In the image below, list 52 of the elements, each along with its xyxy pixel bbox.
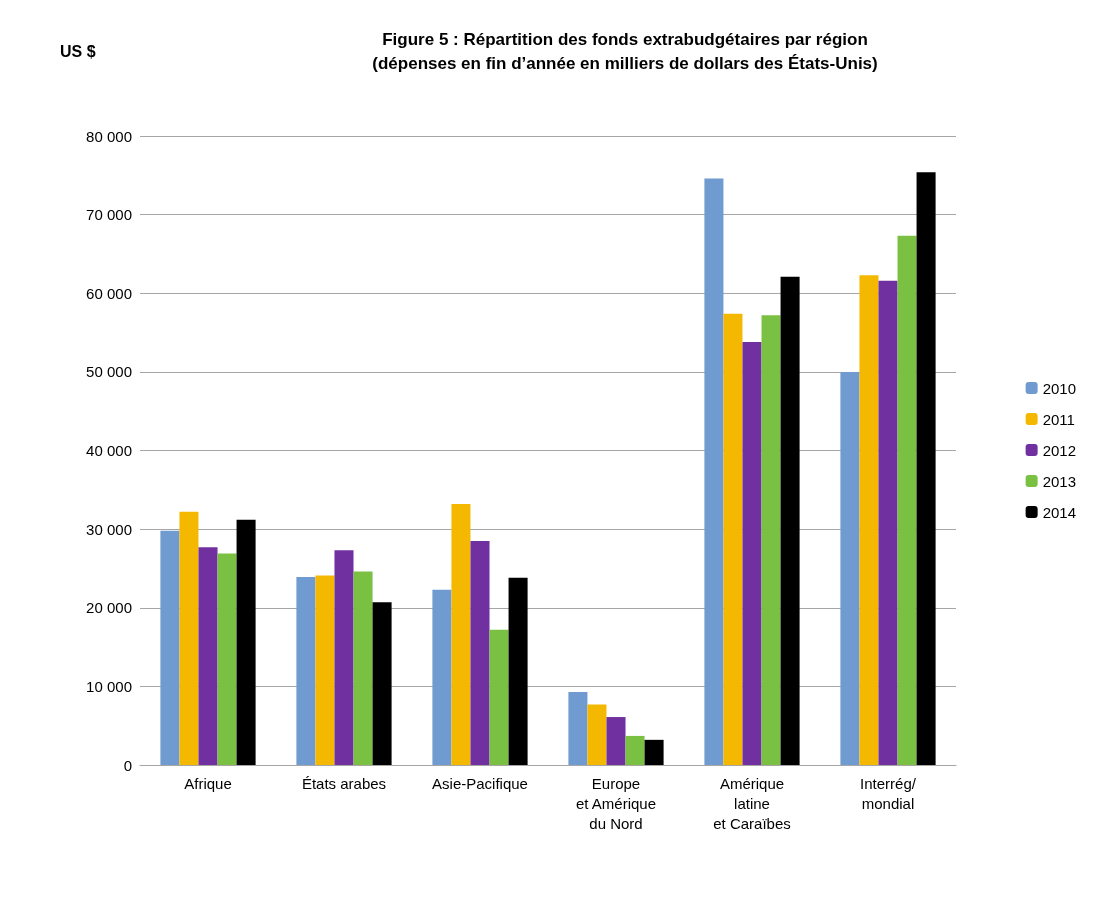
y-tick-label: 20 000: [86, 599, 132, 617]
bar: [840, 371, 860, 765]
bar: [179, 511, 199, 765]
bar: [704, 178, 724, 765]
y-axis-title: US $: [60, 42, 96, 60]
bar: [723, 313, 743, 765]
bar: [315, 575, 335, 765]
bar: [916, 172, 936, 765]
bar: [878, 280, 898, 765]
bar: [587, 704, 607, 765]
chart-title: Figure 5 : Répartition des fonds extrabudgétaires par région (dépenses en fin d’année en milliers de dollars des États-Unis): [372, 29, 878, 73]
y-tick-label: 50 000: [86, 363, 132, 381]
bar: [451, 503, 471, 765]
bar: [625, 735, 645, 765]
bar: [334, 550, 354, 765]
x-tick-label: États arabes: [301, 774, 387, 792]
bar: [198, 547, 218, 765]
y-tick-label: 0: [123, 756, 132, 774]
bar: [372, 602, 392, 765]
bar: [296, 577, 316, 765]
x-tick-label: Afrique: [184, 774, 232, 792]
bar: [236, 519, 256, 765]
y-tick-label: 70 000: [86, 206, 132, 224]
bar: [859, 275, 879, 765]
bar: [470, 540, 490, 765]
bar: [742, 342, 762, 765]
bar: [217, 553, 237, 765]
legend-label: 2010: [1042, 379, 1077, 397]
y-tick-label: 80 000: [86, 127, 132, 145]
bar: [568, 691, 588, 765]
bar: [780, 276, 800, 765]
bar: [432, 589, 452, 765]
legend-label: 2012: [1042, 441, 1077, 459]
bar: [761, 315, 781, 765]
legend-label: 2013: [1042, 472, 1077, 490]
bar: [897, 235, 917, 765]
x-tick-label: Asie-Pacifique: [432, 774, 528, 792]
bar: [489, 629, 509, 765]
legend-label: 2014: [1042, 503, 1077, 521]
y-tick-label: 60 000: [86, 284, 132, 302]
x-tick-label: Amérique latine et Caraïbes: [713, 774, 791, 832]
x-tick-label: Interrég/ mondial: [860, 774, 917, 812]
y-tick-label: 10 000: [86, 677, 132, 695]
bar: [508, 577, 528, 765]
legend-label: 2011: [1042, 410, 1075, 428]
bar: [160, 530, 180, 765]
bar: [606, 717, 626, 765]
y-tick-label: 40 000: [86, 442, 132, 459]
y-tick-label: 30 000: [86, 520, 132, 538]
bar: [353, 571, 373, 765]
x-tick-label: Europe et Amérique du Nord: [575, 774, 657, 832]
bar: [644, 739, 664, 765]
